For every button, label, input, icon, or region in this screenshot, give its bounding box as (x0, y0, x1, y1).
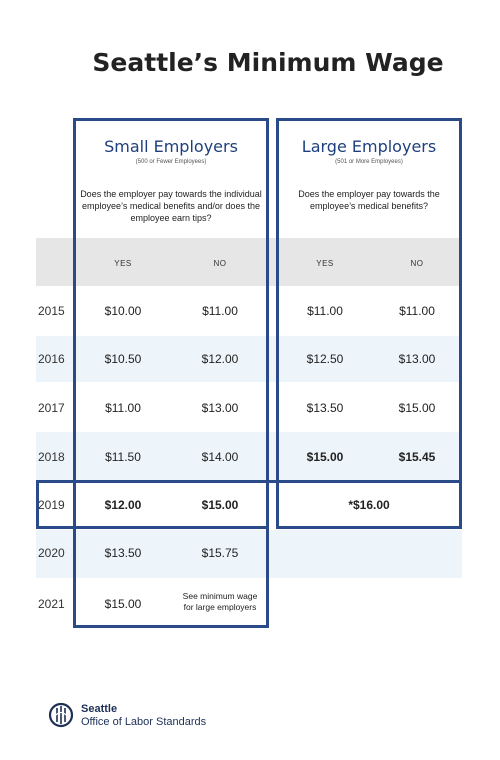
year-label: 2021 (38, 597, 65, 611)
cell-large-yes: $11.00 (307, 304, 343, 318)
large-box-right (459, 118, 462, 529)
cell-small-no: $13.00 (201, 401, 239, 415)
cell-small-yes: $11.50 (105, 450, 141, 464)
cell-large-yes: $12.50 (306, 352, 344, 366)
row-band-2018 (36, 432, 462, 480)
cell-large-no: $13.00 (398, 352, 436, 366)
small-col-yes: YES (114, 259, 132, 268)
cell-small-yes: $12.00 (104, 498, 142, 512)
page-title: Seattle’s Minimum Wage (92, 48, 444, 77)
large-employers-title: Large Employers (301, 137, 437, 156)
small-col-no: NO (213, 259, 227, 268)
seattle-seal-icon (48, 702, 74, 728)
small-box-bottom (73, 625, 269, 628)
small-employers-subtitle: (500 or Fewer Employees) (135, 159, 207, 165)
cell-small-yes: $15.00 (104, 597, 142, 611)
note-line-1: See minimum wage (182, 591, 258, 601)
year-label: 2020 (38, 546, 65, 560)
cell-large-merged: *$16.00 (348, 498, 390, 512)
large-col-no: NO (410, 259, 424, 268)
small-box-left (73, 118, 76, 628)
large-col-yes: YES (316, 259, 334, 268)
logo-line-1: Seattle (81, 703, 118, 715)
cell-small-yes: $10.50 (104, 352, 142, 366)
cell-small-no: $14.00 (201, 450, 239, 464)
cell-small-no: $15.75 (201, 546, 239, 560)
small-box-top (73, 118, 269, 121)
cell-small-yes: $13.50 (104, 546, 142, 560)
row-2019-left-border (36, 480, 39, 529)
cell-small-no: $11.00 (202, 304, 238, 318)
cell-small-no-note: See minimum wage for large employers (172, 591, 268, 613)
large-box-top (276, 118, 462, 121)
year-label: 2015 (38, 304, 65, 318)
row-band-2016 (36, 336, 462, 382)
cell-large-yes: $15.00 (306, 450, 344, 464)
large-box-bottom (276, 526, 462, 529)
year-label: 2017 (38, 401, 65, 415)
cell-small-no: $15.00 (201, 498, 239, 512)
row-2019-bottom-border (36, 526, 269, 529)
header-band (36, 238, 462, 286)
small-employers-question: Does the employer pay towards the indivi… (80, 189, 262, 223)
logo-line-2: Office of Labor Standards (81, 716, 207, 728)
large-employers-subtitle: (501 or More Employees) (335, 159, 403, 165)
year-label: 2019 (38, 498, 65, 512)
cell-large-yes: $13.50 (306, 401, 344, 415)
row-band-2020 (36, 530, 462, 578)
year-label: 2016 (38, 352, 65, 366)
cell-small-yes: $11.00 (105, 401, 141, 415)
cell-small-no: $12.00 (201, 352, 239, 366)
row-2019-top-border (36, 480, 462, 483)
small-employers-title: Small Employers (104, 137, 238, 156)
year-label: 2018 (38, 450, 65, 464)
cell-large-no: $15.45 (398, 450, 436, 464)
cell-large-no: $11.00 (399, 304, 435, 318)
small-box-right (266, 118, 269, 628)
large-box-left (276, 118, 279, 529)
cell-large-no: $15.00 (398, 401, 436, 415)
note-line-2: for large employers (183, 602, 257, 612)
cell-small-yes: $10.00 (104, 304, 142, 318)
large-employers-question: Does the employer pay towards the employ… (298, 189, 440, 211)
